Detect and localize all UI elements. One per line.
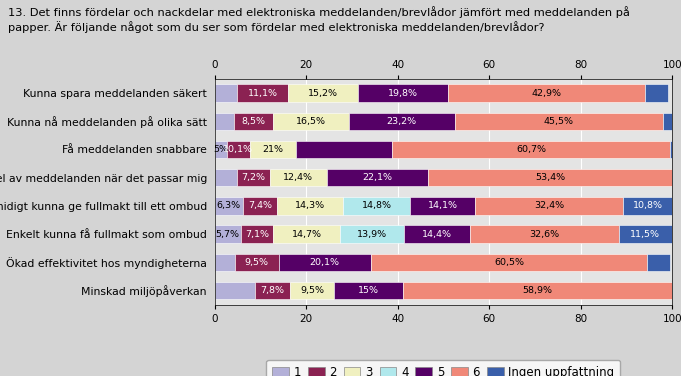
Bar [288,84,358,102]
Text: papper. Är följande något som du ser som fördelar med elektroniska meddelanden/b: papper. Är följande något som du ser som… [8,21,545,33]
Text: 10,1%: 10,1% [223,145,253,154]
Bar [227,141,250,158]
Bar [215,112,234,130]
Bar [402,282,672,299]
Bar [273,112,349,130]
Bar [645,84,667,102]
Text: 23,2%: 23,2% [387,117,417,126]
Bar [349,112,455,130]
Text: 7,1%: 7,1% [245,230,269,238]
Text: 14,3%: 14,3% [295,202,325,210]
Text: 6,3%: 6,3% [217,202,241,210]
Bar [255,282,291,299]
Text: 60,5%: 60,5% [494,258,524,267]
Bar [250,141,296,158]
Bar [470,225,619,243]
Bar [237,169,270,186]
Bar [370,253,648,271]
Text: 8,5%: 8,5% [242,117,266,126]
Legend: 1, 2, 3, 4, 5, 6, Ingen uppfattning: 1, 2, 3, 4, 5, 6, Ingen uppfattning [266,360,620,376]
Bar [279,253,370,271]
Bar [623,197,673,215]
Bar [215,282,255,299]
Bar [296,141,392,158]
Text: 45,5%: 45,5% [544,117,574,126]
Text: 5,7%: 5,7% [216,230,240,238]
Text: 7,8%: 7,8% [261,286,285,295]
Bar [215,84,238,102]
Bar [334,282,402,299]
Bar [475,197,623,215]
Text: 10,8%: 10,8% [633,202,663,210]
Bar [215,141,227,158]
Text: 14,1%: 14,1% [428,202,458,210]
Text: 15%: 15% [358,286,379,295]
Bar [215,169,237,186]
Text: 20,1%: 20,1% [310,258,340,267]
Bar [392,141,670,158]
Bar [411,197,475,215]
Text: 32,6%: 32,6% [529,230,560,238]
Text: 16,5%: 16,5% [296,117,326,126]
Bar [270,169,327,186]
Text: 5%: 5% [213,145,228,154]
Text: 14,8%: 14,8% [362,202,392,210]
Text: 32,4%: 32,4% [534,202,564,210]
Text: 60,7%: 60,7% [516,145,546,154]
Text: 58,9%: 58,9% [522,286,552,295]
Text: 12,4%: 12,4% [283,173,313,182]
Text: 9,5%: 9,5% [300,286,324,295]
Text: 14,4%: 14,4% [422,230,452,238]
Bar [448,84,645,102]
Bar [648,253,670,271]
Bar [428,169,672,186]
Bar [404,225,470,243]
Bar [358,84,448,102]
Bar [235,253,279,271]
Bar [215,253,235,271]
Bar [215,225,240,243]
Bar [277,197,343,215]
Text: 21%: 21% [262,145,283,154]
Bar [343,197,411,215]
Bar [243,197,277,215]
Text: 15,2%: 15,2% [308,89,338,97]
Bar [619,225,671,243]
Bar [291,282,334,299]
Text: 53,4%: 53,4% [535,173,565,182]
Bar [273,225,340,243]
Text: 42,9%: 42,9% [532,89,562,97]
Bar [327,169,428,186]
Bar [240,225,273,243]
Bar [215,197,243,215]
Bar [663,112,674,130]
Text: 11,5%: 11,5% [631,230,661,238]
Text: 22,1%: 22,1% [362,173,392,182]
Bar [670,141,672,158]
Bar [238,84,288,102]
Bar [455,112,663,130]
Bar [340,225,404,243]
Bar [234,112,273,130]
Text: 7,2%: 7,2% [241,173,266,182]
Text: 9,5%: 9,5% [245,258,269,267]
Text: 7,4%: 7,4% [249,202,272,210]
Text: 19,8%: 19,8% [388,89,418,97]
Text: 13,9%: 13,9% [357,230,387,238]
Text: 11,1%: 11,1% [248,89,278,97]
Text: 14,7%: 14,7% [291,230,321,238]
Text: 13. Det finns fördelar och nackdelar med elektroniska meddelanden/brevlådor jämf: 13. Det finns fördelar och nackdelar med… [8,6,630,18]
